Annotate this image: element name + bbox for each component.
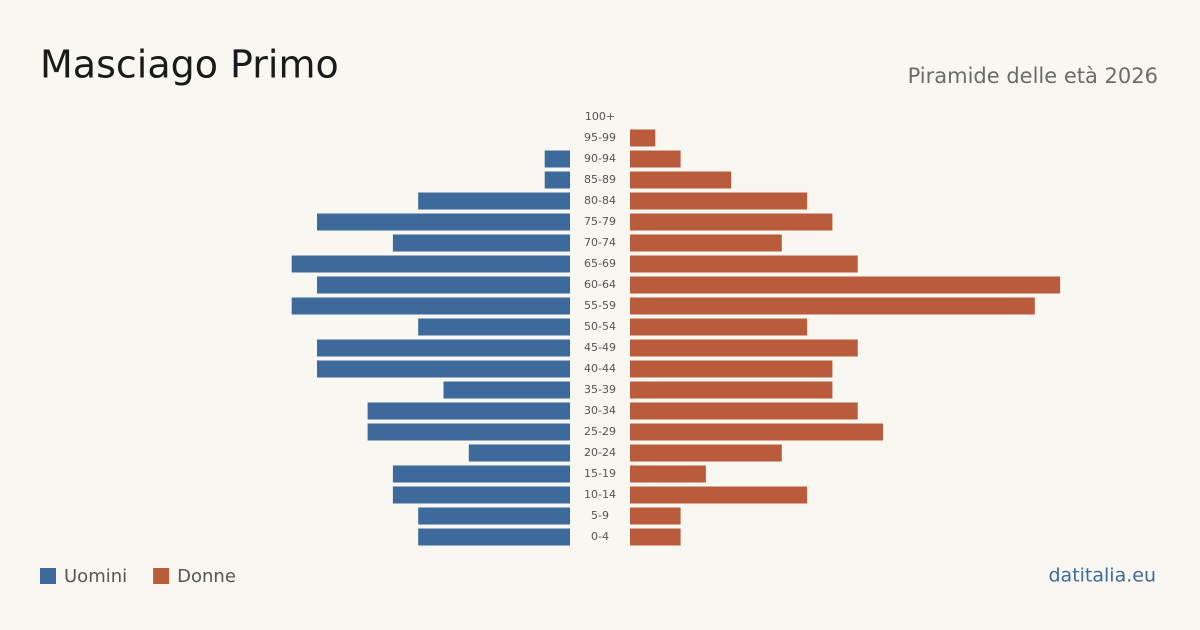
bar-male — [392, 486, 570, 504]
bar-male — [418, 528, 570, 546]
age-label: 50-54 — [584, 320, 616, 333]
age-label: 100+ — [585, 110, 615, 123]
age-label: 95-99 — [584, 131, 616, 144]
bar-female — [630, 297, 1035, 315]
age-label: 35-39 — [584, 383, 616, 396]
age-label: 75-79 — [584, 215, 616, 228]
bar-male — [367, 402, 570, 420]
bar-male — [317, 276, 570, 294]
bar-male — [443, 381, 570, 399]
bar-male — [392, 234, 570, 252]
bar-female — [630, 465, 706, 483]
site-link[interactable]: datitalia.eu — [1049, 565, 1157, 587]
bar-male — [418, 192, 570, 210]
bar-female — [630, 507, 681, 525]
age-label: 85-89 — [584, 173, 616, 186]
legend-label: Uomini — [64, 566, 127, 587]
age-label: 80-84 — [584, 194, 616, 207]
age-label: 55-59 — [584, 299, 616, 312]
bar-female — [630, 381, 833, 399]
bar-female — [630, 528, 681, 546]
bar-female — [630, 234, 782, 252]
legend-swatch — [40, 568, 56, 584]
age-label: 10-14 — [584, 488, 616, 501]
bar-female — [630, 402, 858, 420]
bar-female — [630, 360, 833, 378]
bar-female — [630, 213, 833, 231]
age-label: 30-34 — [584, 404, 616, 417]
bar-female — [630, 318, 808, 336]
bar-female — [630, 171, 732, 189]
age-label: 65-69 — [584, 257, 616, 270]
chart-title: Masciago Primo — [40, 43, 339, 87]
bar-male — [317, 339, 570, 357]
bar-male — [317, 213, 570, 231]
legend-swatch — [153, 568, 170, 584]
bar-male — [367, 423, 570, 441]
bar-male — [468, 444, 570, 462]
bar-female — [630, 150, 681, 168]
bar-female — [630, 276, 1061, 294]
bar-female — [630, 129, 656, 147]
bar-male — [418, 318, 570, 336]
bar-male — [418, 507, 570, 525]
age-label: 45-49 — [584, 341, 616, 354]
bar-male — [544, 150, 570, 168]
legend-label: Donne — [177, 566, 236, 587]
chart-subtitle: Piramide delle età 2026 — [908, 64, 1158, 88]
bar-female — [630, 444, 782, 462]
age-label: 5-9 — [591, 509, 609, 522]
age-label: 25-29 — [584, 425, 616, 438]
age-label: 20-24 — [584, 446, 616, 459]
age-label: 40-44 — [584, 362, 616, 375]
bar-male — [291, 297, 570, 315]
age-label: 0-4 — [591, 530, 609, 543]
bar-male — [544, 171, 570, 189]
bar-male — [291, 255, 570, 273]
age-label: 70-74 — [584, 236, 616, 249]
bar-female — [630, 486, 808, 504]
age-label: 15-19 — [584, 467, 616, 480]
age-label: 90-94 — [584, 152, 616, 165]
bar-female — [630, 339, 858, 357]
bar-female — [630, 255, 858, 273]
age-label: 60-64 — [584, 278, 616, 291]
bar-female — [630, 423, 883, 441]
bar-male — [317, 360, 570, 378]
bar-male — [392, 465, 570, 483]
bar-female — [630, 192, 808, 210]
